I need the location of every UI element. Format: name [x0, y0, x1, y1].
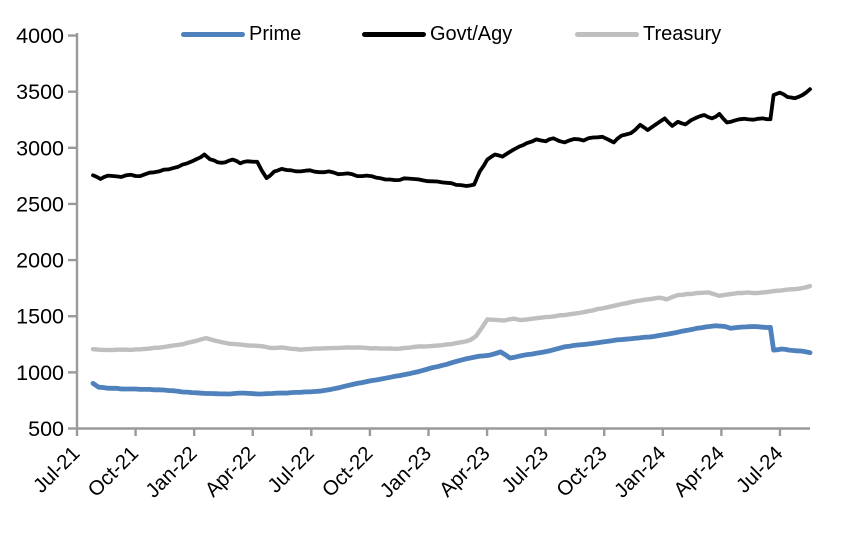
- x-tick-label: Jan-24: [610, 442, 671, 503]
- y-tick-label: 1000: [16, 361, 64, 385]
- series-line-prime: [90, 323, 813, 397]
- x-tick-label: Jul-21: [29, 442, 85, 498]
- x-tick-label: Apr-23: [435, 442, 495, 502]
- chart-legend: Prime Govt/Agy Treasury: [0, 0, 852, 48]
- legend-swatch-govt-agy: [362, 31, 426, 37]
- x-tick-label: Apr-24: [669, 442, 729, 502]
- x-tick-label: Jan-22: [141, 442, 202, 503]
- y-tick-label: 2000: [16, 249, 64, 273]
- y-tick-label: 4000: [16, 24, 64, 48]
- legend-item-treasury: Treasury: [575, 21, 721, 47]
- x-tick-label: Apr-22: [201, 442, 261, 502]
- x-tick-label: Oct-23: [552, 442, 612, 502]
- y-tick-label: 3000: [16, 136, 64, 160]
- y-tick-label: 500: [28, 417, 64, 441]
- x-tick-label: Jul-23: [497, 442, 553, 498]
- x-tick-label: Oct-21: [83, 442, 143, 502]
- y-tick-label: 2500: [16, 192, 64, 216]
- x-tick-label: Jul-24: [732, 442, 788, 498]
- y-tick-label: 3500: [16, 80, 64, 104]
- legend-swatch-treasury: [575, 31, 639, 37]
- x-tick-label: Jan-23: [375, 442, 436, 503]
- legend-label-treasury: Treasury: [643, 22, 722, 45]
- legend-item-govt-agy: Govt/Agy: [362, 21, 512, 47]
- y-tick-label: 1500: [16, 305, 64, 329]
- legend-swatch-prime: [181, 31, 245, 37]
- x-tick-label: Oct-22: [318, 442, 378, 502]
- x-tick-label: Jul-22: [263, 442, 319, 498]
- series-line-treasury: [90, 283, 813, 353]
- legend-label-govt-agy: Govt/Agy: [430, 22, 513, 45]
- legend-item-prime: Prime: [181, 21, 301, 47]
- series-line-govt-agy: [91, 87, 812, 188]
- legend-label-prime: Prime: [249, 22, 302, 45]
